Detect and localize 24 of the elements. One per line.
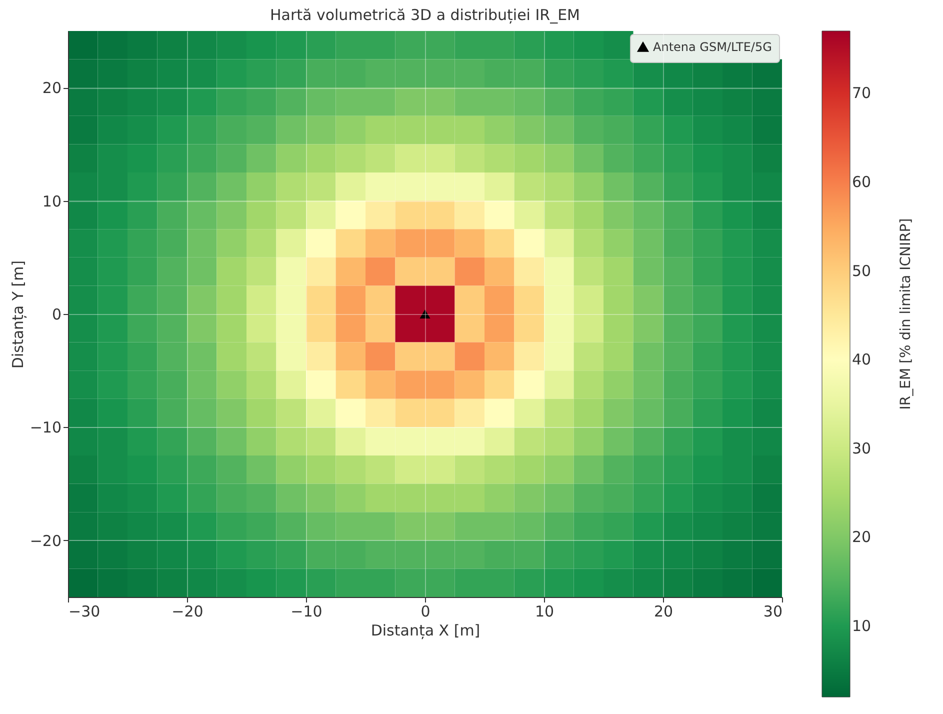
color-bar-label: 20 — [852, 528, 872, 546]
color-bar-label: 70 — [852, 84, 872, 102]
x-tick-label: 0 — [420, 602, 430, 620]
x-tick-label: 30 — [763, 602, 782, 620]
y-tick-label: −10 — [30, 418, 62, 437]
y-axis-title: Distanța Y [m] — [8, 260, 27, 369]
color-bar-label: 50 — [852, 262, 872, 280]
color-bar-label: 60 — [852, 172, 872, 191]
y-tick-label: −20 — [30, 532, 62, 550]
x-tick-label: −30 — [68, 602, 100, 620]
color-bar-title: IR_EM [% din limita ICNIRP] — [898, 218, 914, 410]
y-tick-label: 20 — [42, 79, 62, 98]
y-tick-label: 10 — [42, 192, 62, 210]
color-bar-label: 40 — [852, 350, 872, 369]
x-tick-label: −20 — [172, 602, 204, 620]
y-tick-label: 0 — [52, 306, 62, 324]
color-bar-label: 30 — [852, 439, 872, 458]
chart-title: Hartă volumetrică 3D a distribuției IR_EM — [270, 6, 580, 24]
x-tick-label: 10 — [534, 602, 554, 620]
legend-label: Antena GSM/LTE/5G — [653, 40, 772, 54]
x-tick-label: −10 — [290, 602, 322, 620]
color-bar-label: 10 — [852, 616, 872, 635]
x-axis-title: Distanța X [m] — [370, 622, 480, 640]
x-tick-label: 20 — [654, 602, 674, 620]
